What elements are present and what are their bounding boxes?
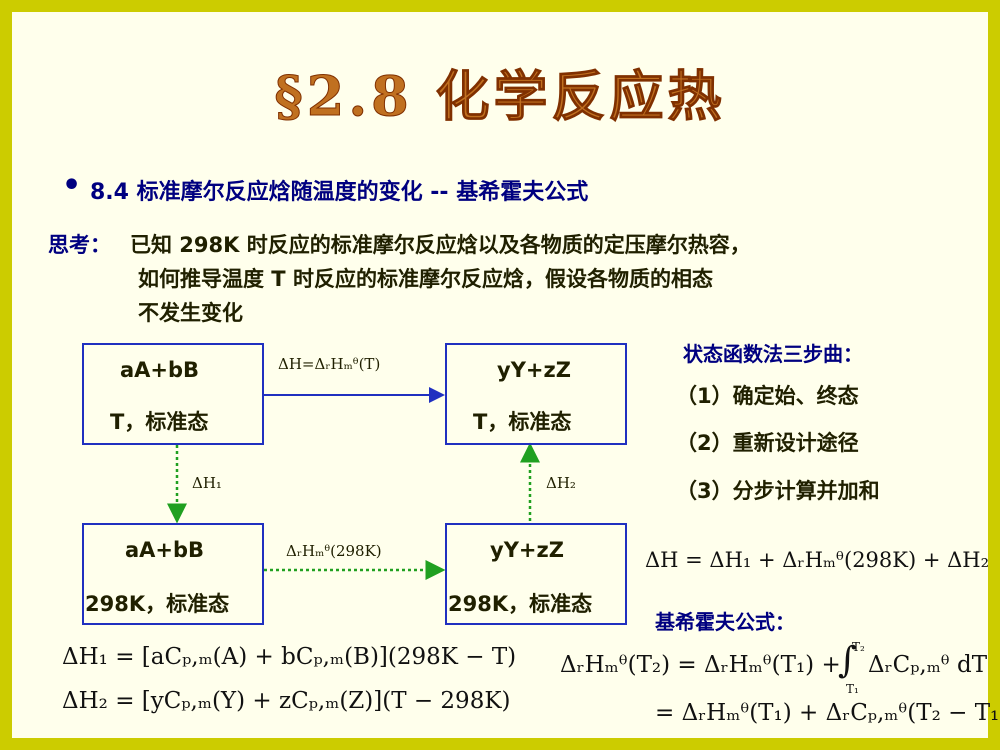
formula: ΔH₁ = [aCₚ,ₘ(A) + bCₚ,ₘ(B)](298K − T) — [62, 644, 517, 670]
edge-label: ΔH₂ — [546, 474, 576, 492]
integral-body: ΔᵣCₚ,ₘᶿ dT — [868, 652, 988, 678]
state-box — [445, 343, 627, 445]
question-line: 不发生变化 — [138, 301, 243, 325]
node-label: T，标准态 — [110, 410, 209, 434]
step: （3）分步计算并加和 — [676, 479, 880, 503]
integral-sign: ∫ — [838, 640, 857, 681]
node-label: 298K，标准态 — [85, 592, 230, 616]
question-line: 已知 298K 时反应的标准摩尔反应焓以及各物质的定压摩尔热容， — [130, 233, 751, 257]
bullet-dot: • — [62, 168, 82, 203]
formula: ΔH₂ = [yCₚ,ₘ(Y) + zCₚ,ₘ(Z)](T − 298K) — [62, 688, 511, 714]
node-label: yY+zZ — [497, 358, 571, 382]
steps-title: 状态函数法三步曲： — [683, 342, 863, 366]
integral-upper: T₂ — [852, 640, 865, 654]
integral-lower: T₁ — [846, 682, 859, 696]
kirchhoff-title: 基希霍夫公式： — [655, 610, 795, 634]
step: （2）重新设计途径 — [676, 431, 859, 455]
node-label: aA+bB — [125, 538, 205, 562]
slide-title: §2.8 化学反应热 — [274, 64, 726, 129]
node-label: 298K，标准态 — [448, 592, 593, 616]
edge-label: ΔH=ΔᵣHₘᶿ(T) — [278, 355, 381, 373]
state-box — [82, 523, 264, 625]
node-label: aA+bB — [120, 358, 200, 382]
edge-label: ΔH₁ — [192, 474, 222, 492]
bullet-text: 8.4 标准摩尔反应焓随温度的变化 -- 基希霍夫公式 — [90, 180, 589, 205]
node-label: yY+zZ — [490, 538, 564, 562]
edge-label: ΔᵣHₘᶿ(298K) — [286, 542, 382, 560]
question-label: 思考： — [48, 233, 111, 257]
question-line: 如何推导温度 T 时反应的标准摩尔反应焓，假设各物质的相态 — [138, 267, 713, 291]
step: （1）确定始、终态 — [676, 384, 859, 408]
state-box — [445, 523, 627, 625]
sum-formula: ΔH = ΔH₁ + ΔᵣHₘᶿ(298K) + ΔH₂ — [645, 548, 990, 572]
slide-background — [12, 12, 988, 738]
state-box — [82, 343, 264, 445]
node-label: T，标准态 — [473, 410, 572, 434]
kirchhoff-formula: = ΔᵣHₘᶿ(T₁) + ΔᵣCₚ,ₘᶿ(T₂ − T₁) — [655, 700, 1000, 726]
kirchhoff-formula: ΔᵣHₘᶿ(T₂) = ΔᵣHₘᶿ(T₁) + — [560, 652, 841, 678]
